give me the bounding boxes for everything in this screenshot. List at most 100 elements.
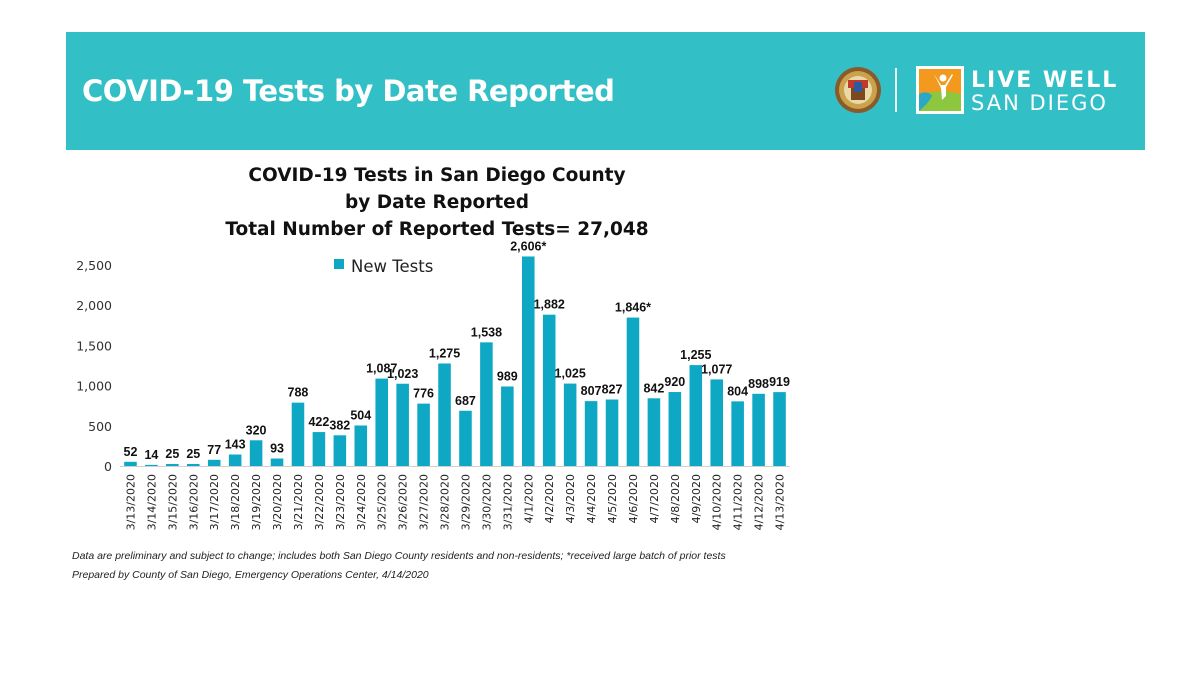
y-tick-label: 0 bbox=[104, 459, 112, 474]
chart-title-line-3: Total Number of Reported Tests= 27,048 bbox=[225, 219, 649, 240]
bar bbox=[480, 342, 493, 466]
legend: New Tests bbox=[334, 257, 433, 276]
x-tick-label: 3/22/2020 bbox=[313, 474, 326, 530]
x-tick-label: 3/27/2020 bbox=[418, 474, 431, 530]
y-axis: 0 500 1,000 1,500 2,000 2,500 bbox=[76, 258, 112, 474]
x-tick-label: 3/31/2020 bbox=[501, 474, 514, 530]
data-label: 1,846* bbox=[615, 301, 651, 315]
x-tick-label: 3/20/2020 bbox=[271, 474, 284, 530]
logo-divider bbox=[895, 68, 897, 112]
legend-swatch bbox=[334, 259, 344, 269]
x-tick-label: 3/18/2020 bbox=[229, 474, 242, 530]
x-tick-label: 3/28/2020 bbox=[439, 474, 452, 530]
data-label: 25 bbox=[186, 447, 200, 461]
header-banner: COVID-19 Tests by Date Reported LIVE WEL… bbox=[66, 32, 1145, 150]
x-tick-label: 4/3/2020 bbox=[564, 474, 577, 523]
bar bbox=[438, 363, 451, 466]
bar bbox=[647, 398, 661, 466]
data-label: 1,275 bbox=[429, 346, 460, 360]
data-label: 1,087 bbox=[366, 362, 397, 376]
data-label: 1,077 bbox=[701, 362, 732, 376]
bar bbox=[605, 399, 619, 466]
x-tick-label: 4/1/2020 bbox=[522, 474, 535, 523]
x-tick-label: 4/4/2020 bbox=[585, 474, 598, 523]
bar bbox=[542, 314, 556, 466]
bar bbox=[187, 463, 200, 466]
chart-title-line-2: by Date Reported bbox=[345, 192, 529, 213]
bar bbox=[396, 383, 409, 466]
data-label: 25 bbox=[165, 447, 179, 461]
bar bbox=[354, 425, 368, 466]
data-label: 989 bbox=[497, 369, 518, 383]
x-tick-label: 4/9/2020 bbox=[690, 474, 703, 523]
data-label: 807 bbox=[581, 384, 602, 398]
x-tick-label: 3/26/2020 bbox=[397, 474, 410, 530]
data-label: 842 bbox=[643, 381, 664, 395]
data-label: 504 bbox=[350, 408, 371, 422]
x-tick-label: 3/19/2020 bbox=[250, 474, 263, 530]
bar bbox=[145, 464, 158, 466]
bar bbox=[312, 432, 326, 466]
bar bbox=[207, 459, 221, 466]
data-label: 2,606* bbox=[510, 239, 546, 253]
y-tick-label: 2,500 bbox=[76, 258, 112, 273]
x-tick-label: 4/12/2020 bbox=[753, 474, 766, 530]
data-label: 687 bbox=[455, 394, 476, 408]
x-tick-label: 3/30/2020 bbox=[480, 474, 493, 530]
x-axis: 3/13/2020 3/14/2020 3/15/2020 3/16/2020 3/17… bbox=[120, 466, 790, 530]
bar bbox=[166, 463, 179, 466]
x-tick-label: 3/25/2020 bbox=[376, 474, 389, 530]
bar bbox=[773, 392, 786, 466]
x-tick-label: 3/23/2020 bbox=[334, 474, 347, 530]
bar bbox=[459, 410, 472, 466]
data-label: 93 bbox=[270, 442, 284, 456]
data-label: 1,882 bbox=[534, 298, 565, 312]
bar bbox=[689, 365, 703, 466]
bar bbox=[270, 458, 284, 466]
legend-label: New Tests bbox=[351, 257, 433, 276]
data-label: 920 bbox=[664, 375, 685, 389]
data-label: 52 bbox=[124, 445, 138, 459]
bar bbox=[501, 386, 514, 466]
data-label: 898 bbox=[748, 377, 769, 391]
data-label: 919 bbox=[769, 375, 790, 389]
bar bbox=[668, 392, 682, 466]
bar bbox=[752, 393, 765, 466]
bar bbox=[333, 435, 347, 466]
x-tick-label: 4/11/2020 bbox=[732, 474, 745, 530]
data-label: 320 bbox=[246, 423, 267, 437]
x-tick-label: 4/2/2020 bbox=[543, 474, 556, 523]
bar bbox=[291, 402, 305, 466]
y-tick-label: 1,000 bbox=[76, 379, 112, 394]
data-label: 77 bbox=[207, 443, 221, 457]
data-label: 776 bbox=[413, 387, 434, 401]
x-tick-label: 3/16/2020 bbox=[187, 474, 200, 530]
footnote-prepared-by: Prepared by County of San Diego, Emergen… bbox=[72, 569, 429, 581]
x-tick-label: 4/6/2020 bbox=[627, 474, 640, 523]
y-tick-label: 1,500 bbox=[76, 338, 112, 353]
bar bbox=[563, 383, 577, 466]
x-tick-label: 3/24/2020 bbox=[355, 474, 368, 530]
county-seal-icon bbox=[835, 67, 881, 113]
bar bbox=[626, 317, 640, 466]
data-label: 788 bbox=[288, 386, 309, 400]
brand-line-2: SAN DIEGO bbox=[971, 91, 1108, 115]
bar bbox=[124, 461, 137, 466]
x-tick-label: 4/8/2020 bbox=[669, 474, 682, 523]
bar bbox=[249, 440, 263, 466]
x-tick-label: 3/13/2020 bbox=[124, 474, 137, 530]
y-tick-label: 2,000 bbox=[76, 298, 112, 313]
data-label: 804 bbox=[727, 384, 748, 398]
data-label: 143 bbox=[225, 438, 246, 452]
data-label: 422 bbox=[308, 415, 329, 429]
data-label: 382 bbox=[329, 418, 350, 432]
data-label: 14 bbox=[144, 448, 158, 462]
data-label: 1,023 bbox=[387, 367, 418, 381]
data-label: 1,255 bbox=[680, 348, 711, 362]
brand-line-1: LIVE WELL bbox=[971, 68, 1119, 93]
chart-title-line-1: COVID-19 Tests in San Diego County bbox=[248, 165, 626, 186]
x-tick-label: 3/29/2020 bbox=[459, 474, 472, 530]
chart-title: COVID-19 Tests in San Diego County by Da… bbox=[200, 162, 674, 243]
